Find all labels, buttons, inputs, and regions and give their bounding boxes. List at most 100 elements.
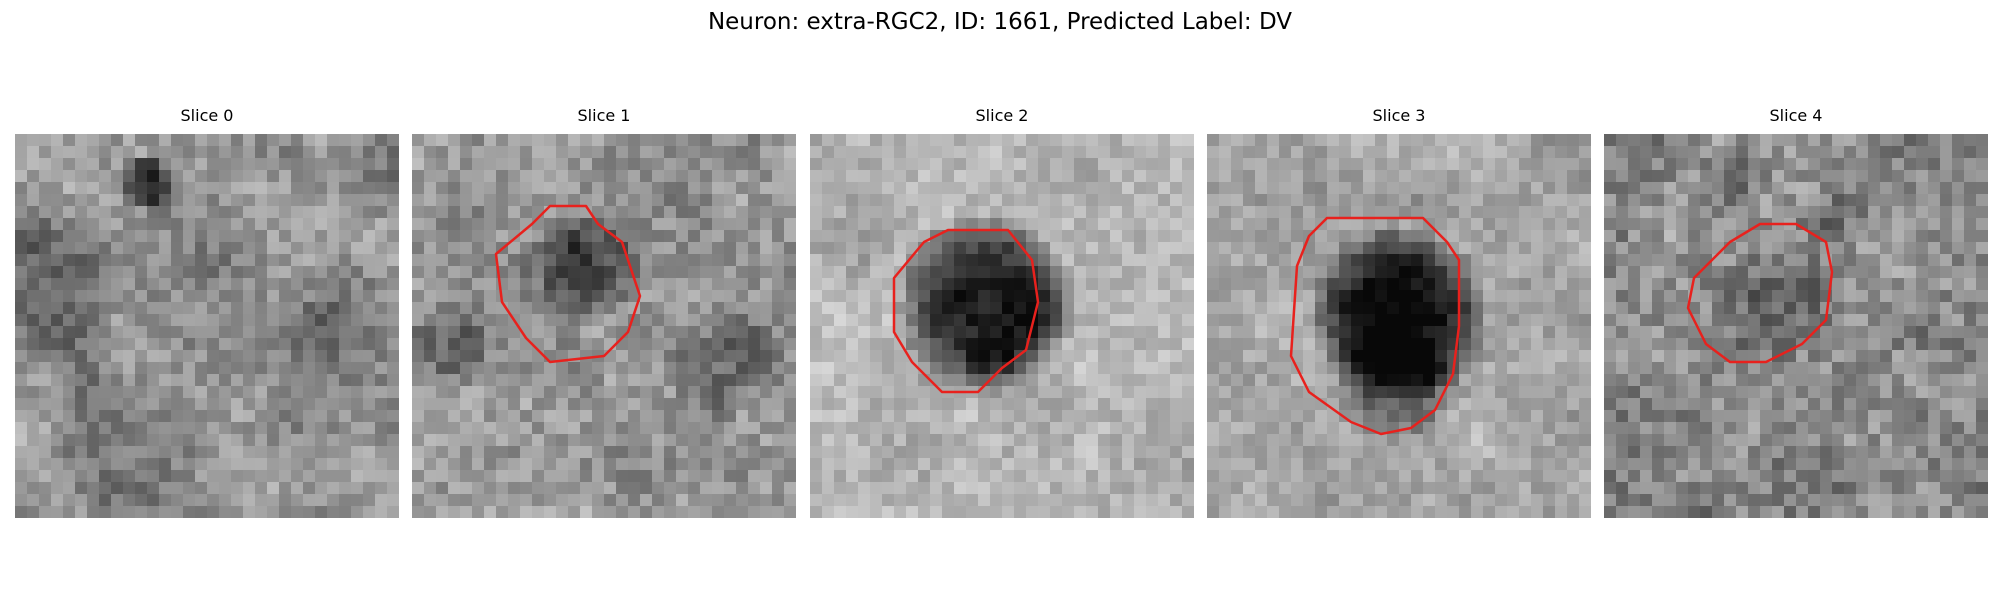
pixel <box>1014 326 1027 339</box>
pixel <box>1724 290 1737 303</box>
pixel <box>351 398 364 411</box>
pixel <box>870 326 883 339</box>
pixel <box>1110 362 1123 375</box>
pixel <box>472 314 485 327</box>
pixel <box>1495 314 1508 327</box>
pixel <box>918 410 931 423</box>
pixel <box>1640 362 1653 375</box>
pixel <box>1483 182 1496 195</box>
pixel <box>279 278 292 291</box>
pixel <box>1760 410 1773 423</box>
pixel <box>1832 362 1845 375</box>
pixel <box>171 194 184 207</box>
pixel <box>1555 374 1568 387</box>
pixel <box>1062 410 1075 423</box>
pixel <box>63 398 76 411</box>
pixel <box>1772 314 1785 327</box>
pixel <box>183 398 196 411</box>
pixel <box>1207 398 1220 411</box>
pixel <box>966 398 979 411</box>
pixel <box>664 458 677 471</box>
pixel <box>243 182 256 195</box>
pixel <box>748 254 761 267</box>
pixel <box>676 134 689 147</box>
pixel <box>195 410 208 423</box>
pixel <box>1832 242 1845 255</box>
pixel <box>387 230 399 243</box>
pixel <box>1026 398 1039 411</box>
pixel <box>508 230 521 243</box>
pixel <box>15 350 28 363</box>
pixel <box>954 338 967 351</box>
pixel <box>1676 266 1689 279</box>
pixel <box>870 218 883 231</box>
pixel <box>676 266 689 279</box>
pixel <box>990 434 1003 447</box>
pixel <box>1387 386 1400 399</box>
pixel <box>1038 338 1051 351</box>
pixel <box>1579 494 1591 507</box>
pixel <box>147 326 160 339</box>
pixel <box>1543 350 1556 363</box>
pixel <box>1411 350 1424 363</box>
pixel <box>930 362 943 375</box>
pixel <box>1892 350 1905 363</box>
pixel <box>858 386 871 399</box>
pixel <box>990 158 1003 171</box>
pixel <box>1351 374 1364 387</box>
pixel <box>1844 266 1857 279</box>
pixel <box>183 326 196 339</box>
pixel <box>1543 446 1556 459</box>
pixel <box>544 326 557 339</box>
pixel <box>858 278 871 291</box>
pixel <box>942 242 955 255</box>
pixel <box>1688 218 1701 231</box>
pixel <box>339 470 352 483</box>
pixel <box>424 434 437 447</box>
pixel <box>315 206 328 219</box>
pixel <box>1098 158 1111 171</box>
pixel <box>1700 158 1713 171</box>
pixel <box>640 482 653 495</box>
pixel <box>1724 398 1737 411</box>
pixel <box>195 170 208 183</box>
pixel <box>1327 434 1340 447</box>
pixel <box>1207 446 1220 459</box>
pixel <box>1543 470 1556 483</box>
pixel <box>1279 374 1292 387</box>
pixel <box>183 146 196 159</box>
pixel <box>1904 206 1917 219</box>
pixel <box>243 146 256 159</box>
pixel <box>882 182 895 195</box>
pixel <box>810 362 823 375</box>
pixel <box>1207 170 1220 183</box>
pixel <box>1832 146 1845 159</box>
pixel <box>1652 194 1665 207</box>
pixel <box>882 326 895 339</box>
pixel <box>1231 458 1244 471</box>
pixel <box>412 338 425 351</box>
pixel <box>1880 314 1893 327</box>
pixel <box>700 290 713 303</box>
pixel <box>568 290 581 303</box>
pixel <box>544 290 557 303</box>
pixel <box>580 446 593 459</box>
pixel <box>496 470 509 483</box>
pixel <box>243 374 256 387</box>
pixel <box>1158 350 1171 363</box>
pixel <box>1904 410 1917 423</box>
pixel <box>1688 194 1701 207</box>
pixel <box>1146 374 1159 387</box>
pixel <box>1459 254 1472 267</box>
pixel <box>700 134 713 147</box>
pixel <box>894 146 907 159</box>
pixel <box>1868 158 1881 171</box>
pixel <box>1976 326 1988 339</box>
pixel <box>1086 386 1099 399</box>
pixel <box>267 506 280 518</box>
pixel <box>1616 290 1629 303</box>
pixel <box>351 374 364 387</box>
pixel <box>1616 134 1629 147</box>
pixel <box>460 182 473 195</box>
pixel <box>1170 494 1183 507</box>
